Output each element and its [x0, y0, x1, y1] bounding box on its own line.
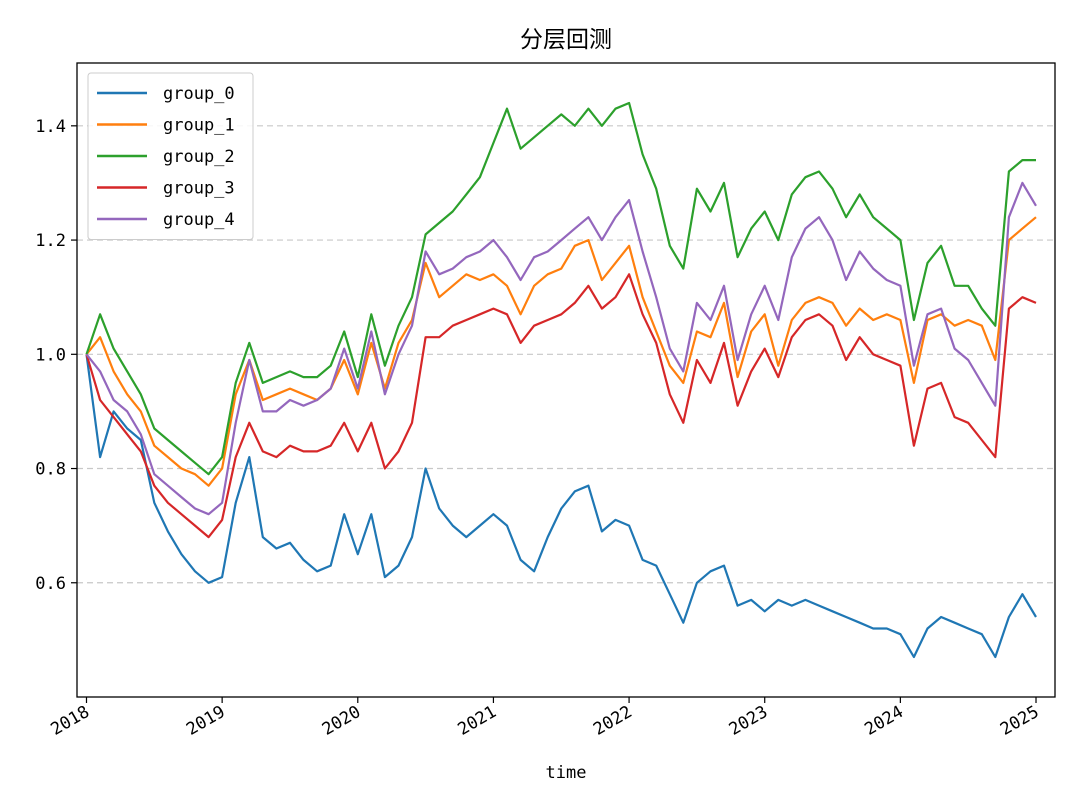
- y-tick-label: 0.6: [35, 574, 66, 594]
- series-line-group-0: [85, 354, 1037, 659]
- legend-label: group_1: [163, 116, 235, 136]
- legend-label: group_0: [163, 84, 235, 104]
- y-tick-label: 1.2: [35, 231, 66, 251]
- x-axis-label: time: [546, 763, 587, 783]
- y-tick-label: 0.8: [35, 460, 66, 480]
- legend-label: group_3: [163, 179, 235, 199]
- legend-label: group_4: [163, 210, 235, 230]
- legend-label: group_2: [163, 147, 235, 167]
- series-line-group-4: [85, 181, 1037, 516]
- series-line-group-1: [85, 216, 1037, 487]
- y-tick-label: 1.4: [35, 117, 66, 137]
- y-tick-label: 1.0: [35, 345, 66, 365]
- legend-box: [87, 72, 254, 240]
- legend: group_0 group_1 group_2 group_3 group_4: [87, 72, 254, 240]
- chart-title: 分层回测: [520, 27, 612, 53]
- series-line-group-2: [85, 101, 1036, 476]
- y-axis: 0.6 0.8 1.0 1.2 1.4: [35, 117, 77, 594]
- series-lines: [85, 101, 1037, 659]
- plot-frame: [76, 62, 1056, 698]
- series-line-group-3: [85, 273, 1037, 539]
